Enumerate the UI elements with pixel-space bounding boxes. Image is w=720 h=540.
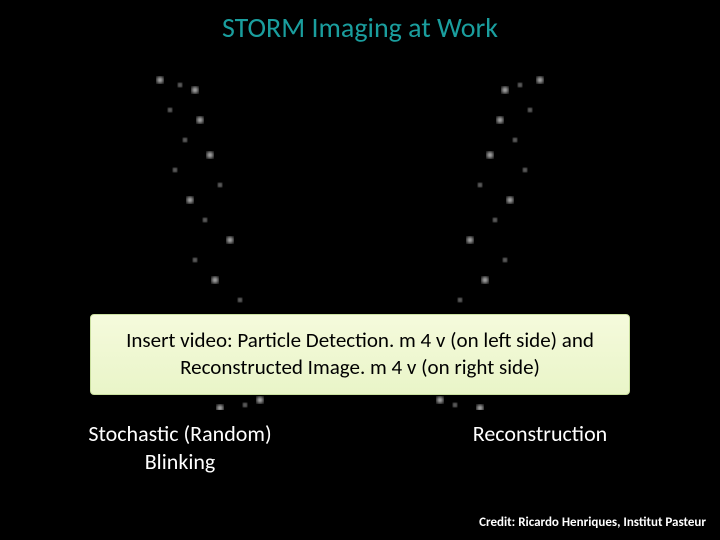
credit-line: Credit: Ricardo Henriques, Institut Past… (479, 515, 706, 530)
caption-left: Stochastic (Random) Blinking (0, 420, 360, 475)
callout-note: Insert video: Particle Detection. m 4 v … (90, 314, 630, 395)
caption-row: Stochastic (Random) Blinking Reconstruct… (0, 420, 720, 475)
caption-right: Reconstruction (360, 420, 720, 475)
caption-left-line1: Stochastic (Random) (88, 420, 271, 447)
page-title: STORM Imaging at Work (0, 10, 720, 45)
caption-left-line2: Blinking (145, 448, 216, 475)
